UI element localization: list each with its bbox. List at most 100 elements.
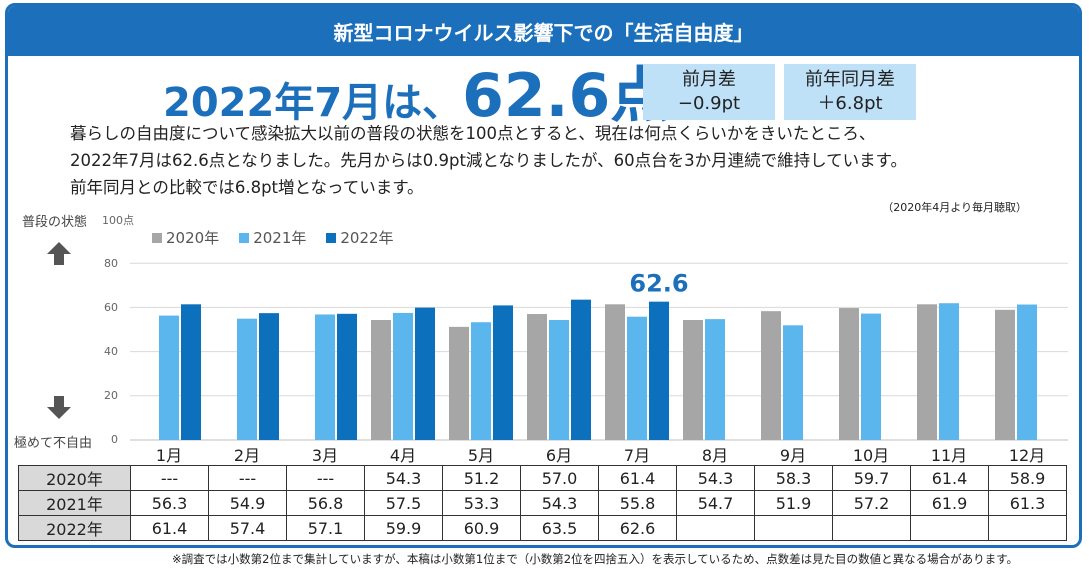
y-tick-label: 100点 xyxy=(102,214,134,227)
table-cell: 54.3 xyxy=(676,465,755,491)
legend-swatch xyxy=(326,232,337,243)
table-cell: 56.8 xyxy=(286,490,365,516)
legend-swatch xyxy=(239,232,250,243)
bar-2021年-4月 xyxy=(393,312,413,440)
bar-2020年-8月 xyxy=(683,319,703,440)
table-cell: 62.6 xyxy=(598,515,677,541)
legend-label: 2022年 xyxy=(340,229,394,247)
table-row-label: 2020年 xyxy=(18,465,131,491)
axis-bottom-label: 極めて不自由 xyxy=(14,436,93,451)
bar-2022年-1月 xyxy=(181,304,201,440)
x-tick-label: 6月 xyxy=(546,446,572,465)
x-tick-label: 2月 xyxy=(234,446,260,465)
table-cell: 57.0 xyxy=(520,465,599,491)
table-cell xyxy=(676,515,755,541)
table-cell: 51.2 xyxy=(442,465,521,491)
x-tick-label: 4月 xyxy=(390,446,416,465)
bar-2021年-3月 xyxy=(315,314,335,440)
legend-swatch xyxy=(152,232,162,243)
y-tick-label: 60 xyxy=(104,301,118,314)
table-cell: 53.3 xyxy=(442,490,521,516)
bar-2021年-2月 xyxy=(237,318,257,440)
bar-2020年-10月 xyxy=(839,308,859,440)
bar-2021年-1月 xyxy=(159,315,179,440)
headline-prefix: 2022年7月は、 xyxy=(163,80,463,126)
bar-2022年-2月 xyxy=(259,313,279,440)
table-cell: 56.3 xyxy=(130,490,209,516)
arrow-down-icon xyxy=(47,396,71,419)
bar-2022年-6月 xyxy=(571,299,591,440)
mom-diff-box: 前月差 −0.9pt xyxy=(643,64,775,120)
headline: 2022年7月は、62.6点 xyxy=(163,58,670,141)
table-cell: 59.7 xyxy=(832,465,911,491)
bar-2021年-11月 xyxy=(939,303,959,440)
page-title: 新型コロナウイルス影響下での「生活自由度」 xyxy=(8,6,1079,56)
value-annotation: 62.6 xyxy=(629,270,688,298)
table-row: 2021年 56.3 54.9 56.8 57.5 53.3 54.3 55.8 54.7 51.… xyxy=(18,490,1067,516)
table-cell: --- xyxy=(130,465,209,491)
table-cell xyxy=(832,515,911,541)
yoy-diff-box: 前年同月差 ＋6.8pt xyxy=(784,64,916,120)
yoy-diff-value: ＋6.8pt xyxy=(817,93,883,114)
table-cell: --- xyxy=(286,465,365,491)
headline-value: 62.6点 xyxy=(462,61,671,131)
description-line: 2022年7月は62.6点となりました。先月からは0.9pt減となりましたが、6… xyxy=(70,151,907,170)
table-cell: 54.3 xyxy=(364,465,443,491)
survey-note: （2020年4月より毎月聴取） xyxy=(882,201,1027,214)
legend-item: 2020年 xyxy=(152,227,219,248)
bar-2022年-7月 xyxy=(649,301,669,440)
chart-legend: 2020年 2021年 2022年 xyxy=(152,227,414,248)
bar-2020年-12月 xyxy=(995,309,1015,440)
x-tick-label: 3月 xyxy=(312,446,338,465)
table-cell: 57.4 xyxy=(208,515,287,541)
table-cell: 61.4 xyxy=(910,465,989,491)
table-cell: 61.4 xyxy=(130,515,209,541)
legend-label: 2020年 xyxy=(166,229,220,247)
table-cell: 61.9 xyxy=(910,490,989,516)
table-cell: 55.8 xyxy=(598,490,677,516)
x-tick-label: 5月 xyxy=(468,446,494,465)
bar-2021年-8月 xyxy=(705,319,725,440)
bar-2022年-5月 xyxy=(493,305,513,440)
table-row: 2020年 --- --- --- 54.3 51.2 57.0 61.4 54.3 58.3 59… xyxy=(18,465,1067,491)
x-tick-label: 11月 xyxy=(931,446,967,465)
table-cell: 54.7 xyxy=(676,490,755,516)
table-cell: 51.9 xyxy=(754,490,833,516)
table-cell: 54.9 xyxy=(208,490,287,516)
bar-2020年-11月 xyxy=(917,304,937,440)
mom-diff-value: −0.9pt xyxy=(677,93,741,114)
table-cell: 59.9 xyxy=(364,515,443,541)
table-cell xyxy=(910,515,989,541)
y-tick-label: 20 xyxy=(104,389,118,402)
x-tick-label: 10月 xyxy=(853,446,889,465)
legend-label: 2021年 xyxy=(253,229,307,247)
description-line: 暮らしの自由度について感染拡大以前の普段の状態を100点とすると、現在は何点くら… xyxy=(70,124,876,143)
table-cell: 58.3 xyxy=(754,465,833,491)
footnote: ※調査では小数第2位まで集計していますが、本稿は小数第1位まで（小数第2位を四捨… xyxy=(172,552,1019,566)
description-line: 前年同月との比較では6.8pt増となっています。 xyxy=(70,178,424,197)
table-cell: 58.9 xyxy=(988,465,1067,491)
table-cell xyxy=(754,515,833,541)
bar-2020年-5月 xyxy=(449,326,469,440)
axis-top-label: 普段の状態 xyxy=(22,215,88,230)
y-tick-label: 0 xyxy=(111,433,118,446)
table-cell: --- xyxy=(208,465,287,491)
x-tick-label: 1月 xyxy=(156,446,182,465)
bar-2021年-5月 xyxy=(471,322,491,440)
legend-item: 2021年 xyxy=(239,227,306,248)
bar-2021年-7月 xyxy=(627,316,647,440)
table-cell: 54.3 xyxy=(520,490,599,516)
x-tick-label: 12月 xyxy=(1009,446,1045,465)
table-row-label: 2021年 xyxy=(18,490,131,516)
arrow-up-icon xyxy=(47,242,71,265)
table-cell: 57.1 xyxy=(286,515,365,541)
x-tick-label: 8月 xyxy=(702,446,728,465)
table-cell: 57.5 xyxy=(364,490,443,516)
bar-2021年-12月 xyxy=(1017,304,1037,440)
bar-2022年-4月 xyxy=(415,307,435,440)
bar-2021年-6月 xyxy=(549,319,569,440)
bar-2020年-9月 xyxy=(761,311,781,440)
table-cell xyxy=(988,515,1067,541)
table-cell: 61.3 xyxy=(988,490,1067,516)
